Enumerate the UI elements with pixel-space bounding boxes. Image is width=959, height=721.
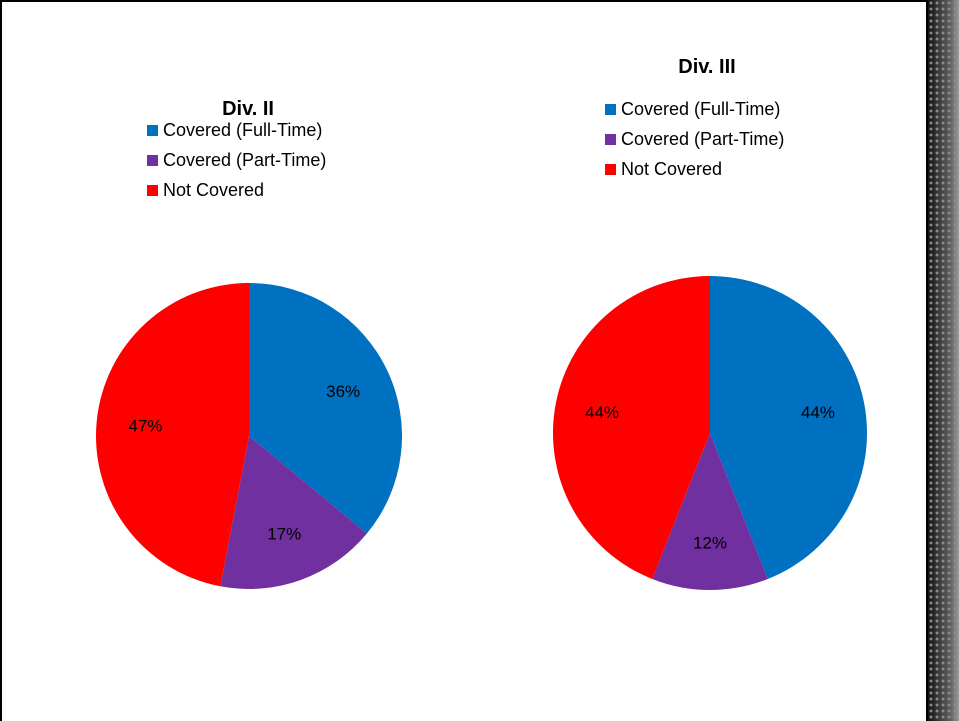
legend-label: Covered (Full-Time)	[621, 98, 781, 119]
pie-slice-covered-part-time	[652, 433, 768, 590]
legend-label: Covered (Part-Time)	[163, 149, 327, 170]
pie-slice-not-covered	[95, 283, 249, 587]
data-label-covered-part-time: 12%	[693, 533, 727, 552]
legend-swatch-covered-full-time	[147, 124, 158, 136]
data-label-not-covered: 47%	[128, 417, 162, 436]
legend-swatch-covered-part-time	[147, 154, 158, 166]
slide-frame: Div. II Covered (Full-Time) Covered (Par…	[0, 0, 928, 721]
legend-item-covered-part-time: Covered (Part-Time)	[605, 124, 784, 154]
pie-slice-covered-full-time	[710, 276, 868, 579]
legend-item-covered-full-time: Covered (Full-Time)	[605, 94, 784, 124]
data-label-not-covered: 44%	[585, 403, 619, 422]
legend-item-not-covered: Not Covered	[605, 154, 784, 184]
chart-title-div-ii: Div. II	[222, 98, 274, 120]
data-label-covered-full-time: 44%	[801, 403, 835, 422]
legend-label: Covered (Full-Time)	[163, 119, 323, 140]
data-label-covered-part-time: 17%	[267, 524, 301, 543]
legend-item-covered-full-time: Covered (Full-Time)	[147, 115, 326, 145]
data-label-covered-full-time: 36%	[326, 382, 360, 401]
legend-swatch-covered-full-time	[605, 103, 616, 115]
legend-label: Not Covered	[621, 158, 723, 179]
legend-label: Not Covered	[163, 179, 265, 200]
legend-swatch-not-covered	[605, 163, 616, 175]
legend-item-covered-part-time: Covered (Part-Time)	[147, 145, 326, 175]
pie-slice-covered-full-time	[249, 283, 402, 534]
legend-swatch-covered-part-time	[605, 133, 616, 145]
legend-label: Covered (Part-Time)	[621, 128, 785, 149]
pie-slice-not-covered	[552, 275, 710, 579]
legend-item-not-covered: Not Covered	[147, 175, 326, 205]
decorative-texture-strip	[928, 0, 959, 721]
legend-div-ii: Covered (Full-Time) Covered (Part-Time) …	[147, 115, 326, 205]
legend-swatch-not-covered	[147, 184, 158, 196]
pie-chart-div-ii: 36% 17% 47%	[95, 283, 402, 589]
legend-div-iii: Covered (Full-Time) Covered (Part-Time) …	[605, 94, 784, 184]
pie-slice-covered-part-time	[220, 436, 367, 589]
chart-title-div-iii: Div. III	[678, 56, 736, 78]
pie-chart-div-iii: 44% 12% 44%	[552, 275, 868, 590]
